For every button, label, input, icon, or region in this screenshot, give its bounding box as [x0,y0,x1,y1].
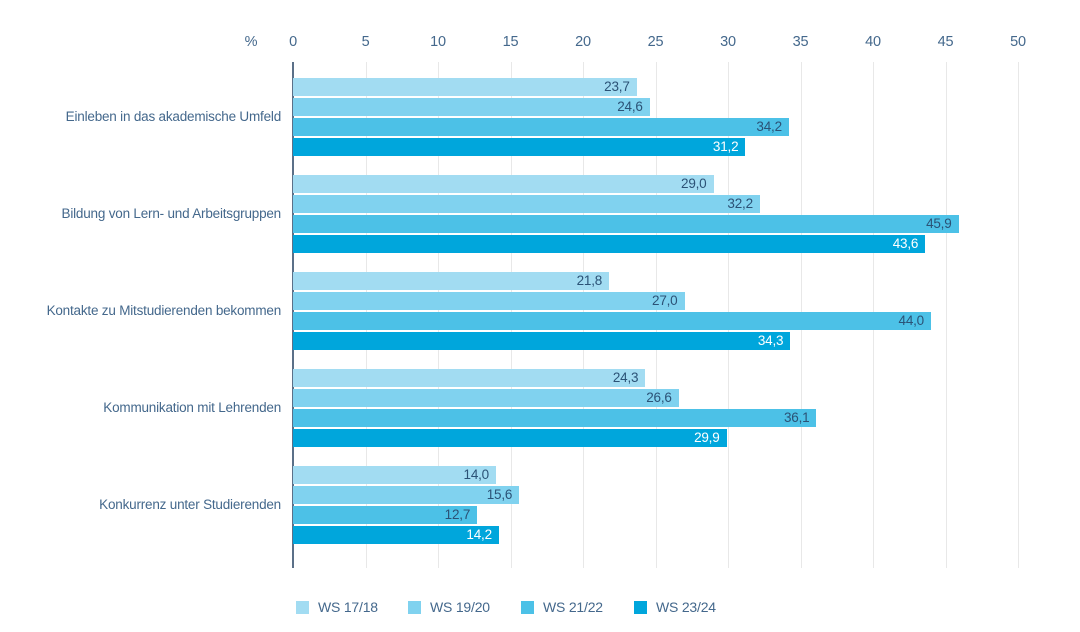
axis-unit-label: % [244,34,258,50]
bar-WS2324-2: 43,6 [293,235,926,253]
bar-WS2324-1: 31,2 [293,138,746,156]
category-label: Bildung von Lern- und Arbeitsgruppen [61,206,282,221]
bar-WS2324-3: 34,3 [293,332,791,350]
bar-WS2122-5: 12,7 [293,506,478,524]
bar-WS2122-3: 44,0 [293,312,931,330]
bar-WS2122-4: 36,1 [293,409,817,427]
legend-label: WS 17/18 [318,599,378,615]
axis-tick-label: 35 [792,34,809,50]
grid-line [1018,62,1019,568]
bar-WS2122-1: 34,2 [293,118,789,136]
grid-line [945,62,947,568]
category-label: Einleben in das akademische Umfeld [65,109,282,124]
axis-tick-label: 5 [361,34,370,50]
axis-tick-label: 50 [1010,34,1026,50]
legend-swatch-icon [634,600,647,614]
bar-WS1718-4: 24,3 [293,369,646,387]
axis-tick-label: 10 [430,34,446,50]
category-label: Konkurrenz unter Studierenden [99,497,281,512]
legend-label: WS 21/22 [543,599,603,615]
bar-WS1920-3: 27,0 [293,292,685,310]
category-label: Kontakte zu Mitstudierenden bekommen [46,303,282,318]
bar-WS1718-1: 23,7 [293,78,637,96]
legend-item-WS1920: WS 19/20 [408,600,490,614]
bar-WS1718-3: 21,8 [293,272,610,290]
axis-tick-label: 45 [937,34,954,50]
legend-item-WS2324: WS 23/24 [634,600,716,614]
legend-label: WS 19/20 [430,599,490,615]
legend-label: WS 23/24 [656,599,716,615]
axis-tick-label: 15 [502,34,519,50]
bar-WS1920-5: 15,6 [293,486,520,504]
axis-tick-label: 40 [865,34,881,50]
legend-swatch-icon [296,600,309,614]
axis-tick-label: 0 [289,34,297,50]
legend-swatch-icon [521,600,534,614]
axis-tick-label: 25 [647,34,664,50]
bar-WS2324-4: 29,9 [293,429,727,447]
bar-WS1920-1: 24,6 [293,98,650,116]
bar-WS2122-2: 45,9 [293,215,959,233]
legend-swatch-icon [408,600,421,614]
legend: WS 17/18 WS 19/20 WS 21/22 WS 23/24 [0,600,1080,616]
bar-WS1718-5: 14,0 [293,466,496,484]
legend-item-WS2122: WS 21/22 [521,600,603,614]
bar-WS2324-5: 14,2 [293,526,499,544]
bar-WS1718-2: 29,0 [293,175,714,193]
bar-WS1920-2: 32,2 [293,195,760,213]
bar-WS1920-4: 26,6 [293,389,679,407]
legend-item-WS1718: WS 17/18 [296,600,378,614]
category-label: Kommunikation mit Lehrenden [103,400,281,415]
axis-tick-label: 30 [720,34,736,50]
axis-tick-label: 20 [575,34,591,50]
